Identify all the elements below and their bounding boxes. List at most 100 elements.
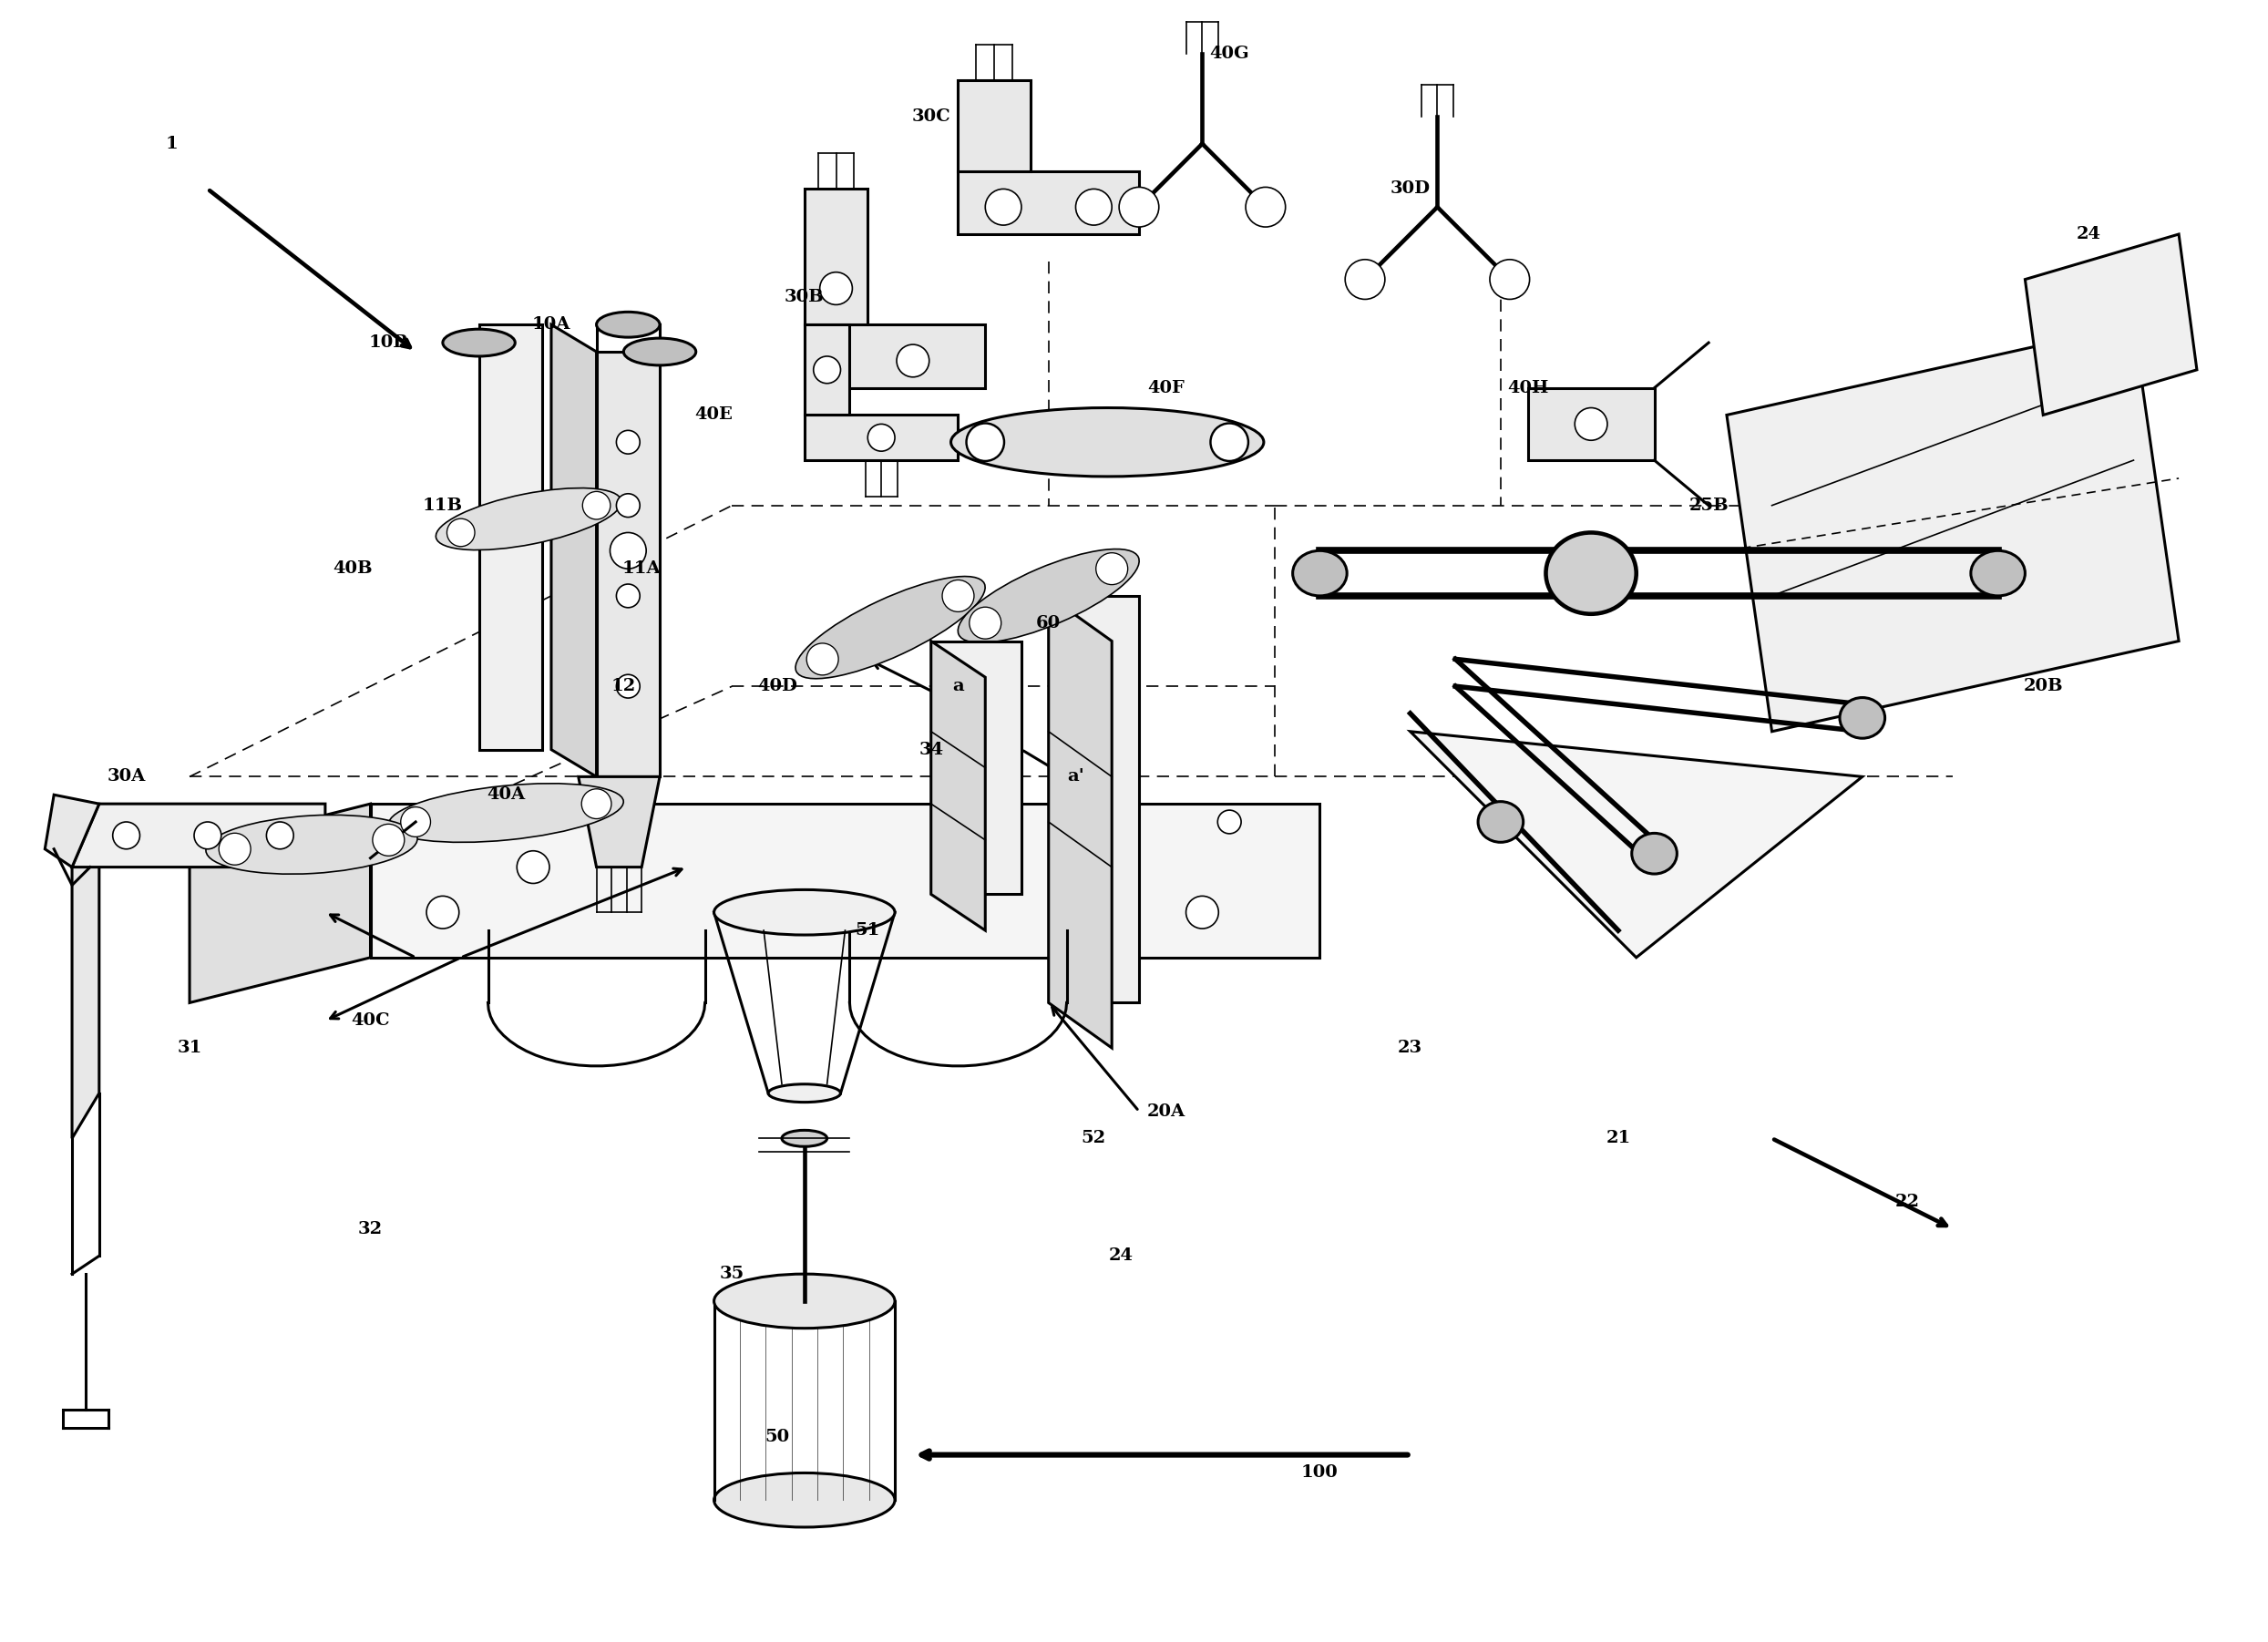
Polygon shape [805,189,869,325]
Polygon shape [805,325,984,388]
Circle shape [1118,187,1159,227]
Text: 30C: 30C [912,108,950,125]
Text: 40G: 40G [1209,44,1250,61]
Text: a: a [953,678,964,695]
Polygon shape [1411,731,1862,957]
Circle shape [581,788,612,819]
Text: 40D: 40D [758,678,798,695]
Ellipse shape [769,1084,841,1102]
Polygon shape [1048,596,1111,1048]
Ellipse shape [1479,801,1524,842]
Text: 51: 51 [855,923,880,939]
Ellipse shape [206,814,417,874]
Ellipse shape [1631,832,1676,874]
Polygon shape [73,805,324,867]
Circle shape [1186,897,1218,929]
Text: 1: 1 [166,136,177,153]
Circle shape [966,424,1005,461]
Ellipse shape [1293,550,1347,596]
Polygon shape [578,777,660,867]
Text: 30D: 30D [1390,181,1431,197]
Text: a': a' [1068,768,1084,785]
Circle shape [583,491,610,519]
Polygon shape [191,805,370,1003]
Circle shape [372,824,404,855]
Circle shape [1095,553,1127,585]
Circle shape [1490,259,1529,299]
Ellipse shape [1547,532,1635,614]
Circle shape [113,823,141,849]
Polygon shape [45,795,100,867]
Polygon shape [957,171,1139,235]
Circle shape [220,832,252,865]
Text: 24: 24 [2075,227,2100,243]
Text: 52: 52 [1082,1130,1107,1146]
Ellipse shape [957,548,1139,642]
Text: 21: 21 [1606,1130,1631,1146]
Ellipse shape [782,1130,828,1146]
Polygon shape [1726,325,2180,731]
Circle shape [617,675,640,698]
Circle shape [1574,407,1608,440]
Text: 60: 60 [1036,614,1061,631]
Circle shape [265,823,293,849]
Polygon shape [805,325,850,415]
Circle shape [941,580,973,612]
Circle shape [819,273,853,305]
Circle shape [869,424,896,452]
Ellipse shape [714,1274,896,1328]
Polygon shape [1048,596,1139,1003]
Circle shape [1245,187,1286,227]
Text: 20A: 20A [1148,1103,1186,1120]
Polygon shape [930,640,984,931]
Text: 31: 31 [177,1039,202,1056]
Circle shape [1218,810,1241,834]
Ellipse shape [714,890,896,934]
Ellipse shape [1839,698,1885,739]
Circle shape [1075,189,1111,225]
Ellipse shape [596,312,660,337]
Polygon shape [73,805,100,1138]
Ellipse shape [714,1473,896,1527]
Ellipse shape [796,576,984,678]
Circle shape [426,897,458,929]
Polygon shape [479,325,542,749]
Text: 100: 100 [1302,1465,1338,1481]
Circle shape [617,494,640,517]
Circle shape [610,532,646,568]
Text: 34: 34 [919,742,943,757]
Polygon shape [2025,235,2198,415]
Circle shape [896,345,930,378]
Text: 10B: 10B [367,335,408,351]
Text: 22: 22 [1896,1194,1919,1210]
Text: 20B: 20B [2023,678,2064,695]
Ellipse shape [442,328,515,356]
Ellipse shape [950,407,1263,476]
Circle shape [1345,259,1386,299]
Polygon shape [930,640,1021,895]
Circle shape [195,823,222,849]
Circle shape [494,810,517,834]
Circle shape [1211,424,1247,461]
Text: 24: 24 [1109,1248,1134,1264]
Circle shape [447,519,474,547]
Text: 11A: 11A [621,560,660,576]
Text: 40E: 40E [694,407,733,424]
Text: 11B: 11B [422,498,463,514]
Text: 40B: 40B [333,560,372,576]
Text: 40H: 40H [1508,379,1549,396]
Polygon shape [1529,388,1653,460]
Circle shape [968,608,1000,639]
Text: 30B: 30B [785,289,823,305]
Text: 35: 35 [719,1266,744,1282]
Ellipse shape [624,338,696,365]
Text: 50: 50 [764,1429,789,1445]
Text: 25B: 25B [1690,498,1728,514]
Ellipse shape [388,783,624,842]
Polygon shape [596,351,660,777]
Ellipse shape [1971,550,2025,596]
Circle shape [984,189,1021,225]
Polygon shape [957,80,1030,171]
Text: 40C: 40C [352,1013,390,1030]
Circle shape [617,430,640,453]
